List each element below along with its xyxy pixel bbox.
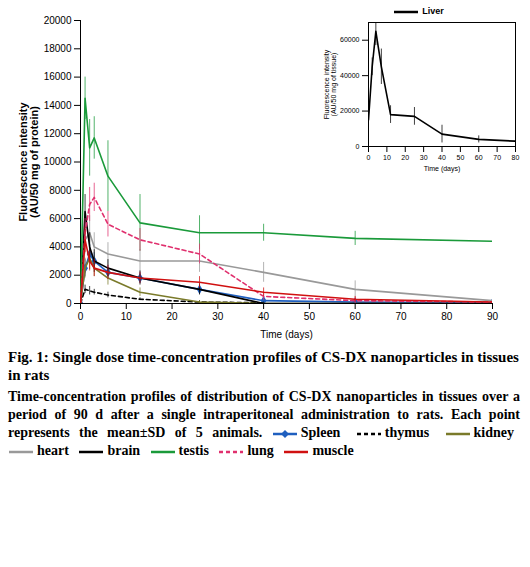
svg-text:60000: 60000 <box>340 36 360 43</box>
html-text:Spleen: Spleen <box>300 425 341 440</box>
svg-text:10: 10 <box>383 154 391 161</box>
svg-text:40000: 40000 <box>340 72 360 79</box>
html-text:brain: brain <box>107 443 141 458</box>
svg-text:20: 20 <box>166 311 178 322</box>
svg-text:80: 80 <box>512 154 520 161</box>
html-text:Fig. 1: Single dose time-conce: Fig. 1: Single dose time-concentration p… <box>8 349 519 383</box>
svg-text:0: 0 <box>356 143 360 150</box>
svg-text:60: 60 <box>350 311 362 322</box>
svg-text:18000: 18000 <box>44 43 72 54</box>
svg-text:90: 90 <box>487 311 499 322</box>
svg-text:70: 70 <box>493 154 501 161</box>
svg-text:0: 0 <box>367 154 371 161</box>
svg-text:12000: 12000 <box>44 128 72 139</box>
html-text:kidney: kidney <box>473 425 514 440</box>
html-text:muscle: muscle <box>312 443 354 458</box>
html-text:heart: heart <box>37 443 69 458</box>
svg-text:40: 40 <box>258 311 270 322</box>
html-text:lung: lung <box>247 443 274 458</box>
svg-text:30: 30 <box>212 311 224 322</box>
svg-text:30: 30 <box>420 154 428 161</box>
html-text:thymus: thymus <box>384 425 430 440</box>
svg-text:16000: 16000 <box>44 71 72 82</box>
html-text:Liver: Liver <box>422 6 444 16</box>
svg-text:60: 60 <box>475 154 483 161</box>
svg-text:50: 50 <box>456 154 464 161</box>
svg-text:Time (days): Time (days) <box>424 165 461 173</box>
svg-text:10000: 10000 <box>44 156 72 167</box>
svg-text:10: 10 <box>121 311 133 322</box>
svg-text:Fluorescence intensity(AU/50 m: Fluorescence intensity(AU/50 mg of prote… <box>17 102 40 222</box>
svg-text:Time (days): Time (days) <box>260 329 312 340</box>
svg-text:0: 0 <box>66 298 72 309</box>
svg-text:2000: 2000 <box>49 269 72 280</box>
svg-text:6000: 6000 <box>49 213 72 224</box>
svg-text:80: 80 <box>441 311 453 322</box>
svg-text:0: 0 <box>78 311 84 322</box>
svg-text:70: 70 <box>395 311 407 322</box>
svg-text:20000: 20000 <box>44 15 72 26</box>
svg-text:40: 40 <box>438 154 446 161</box>
html-text:testis: testis <box>178 443 209 458</box>
svg-text:Fluorescence intensity(AU/50 m: Fluorescence intensity(AU/50 mg of tissu… <box>323 49 338 119</box>
svg-text:50: 50 <box>304 311 316 322</box>
svg-text:4000: 4000 <box>49 241 72 252</box>
svg-text:20: 20 <box>401 154 409 161</box>
svg-text:14000: 14000 <box>44 100 72 111</box>
svg-text:20000: 20000 <box>340 107 360 114</box>
svg-text:8000: 8000 <box>49 185 72 196</box>
html-text:Time-concentration profiles of: Time-concentration profiles of distribut… <box>8 389 520 440</box>
